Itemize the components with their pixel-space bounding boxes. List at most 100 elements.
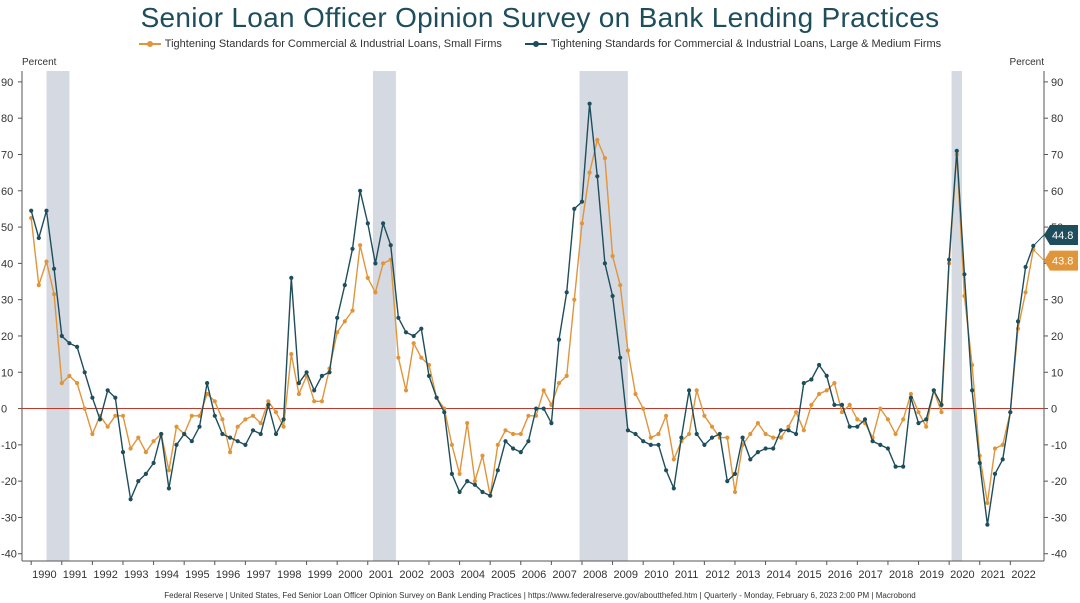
- data-point-1: [824, 373, 829, 378]
- x-tick-label: 2013: [736, 569, 760, 581]
- data-point-1: [82, 370, 87, 375]
- data-point-0: [480, 453, 485, 458]
- series-lines: [29, 101, 1036, 527]
- data-point-1: [564, 290, 569, 295]
- data-point-0: [90, 431, 95, 437]
- data-point-1: [947, 257, 952, 262]
- data-point-0: [732, 489, 738, 495]
- y-tick-label-right: 10: [1051, 367, 1063, 379]
- data-point-0: [403, 388, 409, 393]
- data-point-1: [931, 388, 936, 393]
- x-tick-label: 2008: [583, 569, 607, 581]
- legend-label-small-firms: Tightening Standards for Commercial & In…: [164, 38, 502, 50]
- x-tick-label: 2014: [767, 569, 791, 581]
- data-point-0: [381, 261, 386, 266]
- data-point-0: [350, 308, 355, 313]
- data-point-0: [373, 290, 378, 295]
- data-point-0: [556, 381, 562, 386]
- data-point-0: [518, 431, 523, 437]
- data-point-1: [595, 174, 600, 179]
- x-tick-label: 2002: [399, 569, 423, 581]
- x-tick-label: 2003: [430, 569, 454, 581]
- x-tick-label: 2020: [950, 569, 974, 581]
- data-point-1: [1015, 319, 1021, 324]
- data-point-0: [143, 450, 148, 455]
- data-point-0: [924, 424, 929, 429]
- data-point-1: [143, 471, 148, 476]
- data-point-1: [671, 486, 676, 491]
- x-tick-label: 2011: [675, 569, 699, 581]
- data-point-0: [656, 431, 661, 437]
- data-point-1: [648, 442, 653, 447]
- legend-swatch-small-firms: [138, 40, 161, 48]
- data-point-1: [442, 410, 447, 415]
- data-point-1: [273, 431, 279, 437]
- data-point-0: [67, 373, 72, 378]
- data-point-1: [281, 417, 286, 422]
- recession-band-0: [46, 71, 70, 561]
- data-point-1: [709, 435, 715, 440]
- data-point-0: [82, 406, 87, 411]
- data-point-1: [839, 402, 845, 407]
- data-point-1: [556, 337, 562, 342]
- data-point-1: [480, 489, 485, 495]
- data-point-0: [472, 479, 477, 484]
- data-point-1: [1000, 457, 1005, 462]
- data-point-1: [985, 522, 990, 527]
- data-point-0: [503, 428, 508, 433]
- data-point-1: [90, 395, 95, 400]
- y-tick-label-left: 70: [1, 149, 13, 161]
- y-tick-label-left: -10: [1, 440, 17, 452]
- badge-connector-1: [1032, 234, 1045, 247]
- data-point-0: [174, 424, 179, 429]
- data-point-1: [763, 446, 768, 451]
- data-point-1: [954, 148, 959, 153]
- data-point-1: [618, 355, 623, 360]
- data-point-0: [625, 348, 631, 353]
- data-point-0: [587, 170, 592, 175]
- data-point-1: [809, 377, 814, 382]
- data-point-1: [534, 406, 539, 411]
- data-point-1: [518, 450, 523, 455]
- y-tick-label-left: 30: [1, 295, 13, 307]
- data-point-1: [189, 439, 194, 444]
- data-point-0: [75, 381, 80, 386]
- data-point-1: [59, 333, 64, 339]
- data-point-0: [342, 319, 347, 324]
- x-tick-label: 2017: [858, 569, 882, 581]
- last-value-badge-1: 44.8: [1032, 224, 1078, 247]
- y-tick-label-right: 80: [1051, 113, 1063, 125]
- data-point-0: [687, 431, 692, 437]
- data-point-0: [120, 413, 126, 418]
- y-tick-label-left: 80: [1, 113, 13, 125]
- data-point-1: [1008, 410, 1013, 415]
- data-point-1: [755, 450, 761, 455]
- data-point-1: [495, 468, 500, 473]
- data-point-1: [778, 428, 784, 433]
- data-point-1: [266, 402, 271, 407]
- x-tick-label: 1995: [185, 569, 209, 581]
- x-tick-label: 2016: [828, 569, 852, 581]
- data-point-0: [702, 413, 707, 418]
- badge-shape-1: [1044, 224, 1078, 245]
- data-point-1: [801, 381, 806, 386]
- data-point-1: [258, 431, 263, 437]
- data-point-1: [396, 315, 401, 320]
- data-point-0: [1023, 290, 1028, 295]
- data-point-0: [832, 381, 837, 386]
- data-point-0: [885, 417, 891, 422]
- data-point-0: [618, 283, 623, 288]
- data-point-0: [541, 388, 546, 393]
- data-point-1: [44, 208, 49, 213]
- data-point-0: [266, 399, 271, 404]
- x-tick-label: 1992: [93, 569, 117, 581]
- data-point-1: [403, 330, 409, 335]
- badge-label-1: 44.8: [1052, 230, 1073, 242]
- data-point-1: [373, 261, 378, 266]
- data-point-0: [847, 402, 852, 407]
- y-tick-label-left: -40: [1, 549, 17, 561]
- data-point-0: [289, 352, 294, 357]
- data-point-1: [426, 373, 432, 378]
- data-point-0: [648, 435, 653, 440]
